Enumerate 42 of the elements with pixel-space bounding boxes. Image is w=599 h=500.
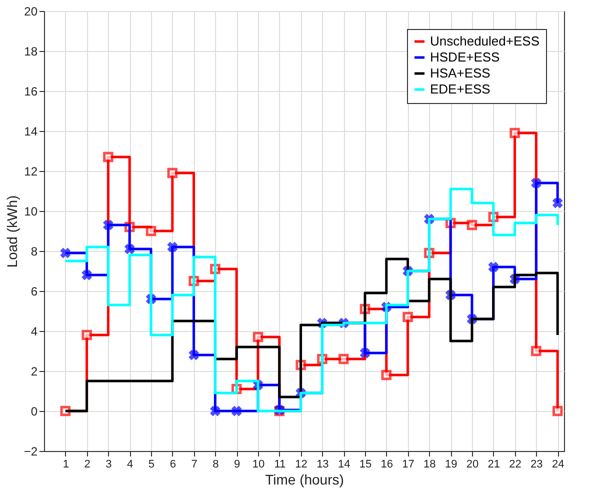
- y-tick-label: 8: [30, 244, 38, 258]
- x-tick-label: 19: [444, 458, 458, 470]
- x-tick-label: 8: [212, 458, 219, 470]
- x-tick-label: 11: [274, 458, 286, 470]
- y-tick-label: 20: [24, 4, 38, 18]
- x-tick-label: 21: [488, 458, 500, 470]
- x-tick-label: 23: [530, 458, 543, 470]
- x-tick-label: 5: [148, 458, 155, 470]
- x-tick-label: 22: [509, 458, 522, 470]
- y-tick-label: 2: [30, 364, 38, 378]
- legend-label: HSDE+ESS: [430, 50, 500, 64]
- y-tick-label: 12: [24, 164, 38, 178]
- y-tick-label: 4: [30, 324, 38, 338]
- x-tick-label: 17: [402, 458, 414, 470]
- x-tick-label: 24: [552, 458, 564, 470]
- x-tick-label: 14: [338, 458, 350, 470]
- y-tick-label: 16: [24, 84, 38, 98]
- x-tick-label: 6: [170, 458, 176, 470]
- x-tick-label: 3: [106, 458, 112, 470]
- y-tick-label: 10: [24, 204, 38, 218]
- x-tick-label: 20: [466, 458, 479, 470]
- y-axis-title: Load (kWh): [4, 195, 20, 268]
- x-tick-label: 15: [359, 458, 372, 470]
- x-axis-title: Time (hours): [265, 472, 344, 488]
- x-tick-label: 13: [316, 458, 329, 470]
- x-tick-label: 10: [252, 458, 265, 470]
- x-tick-label: 9: [234, 458, 240, 470]
- x-tick-label: 7: [191, 458, 198, 470]
- x-tick-label: 12: [295, 458, 308, 470]
- legend-label: HSA+ESS: [430, 66, 491, 80]
- y-tick-label: 18: [24, 44, 38, 58]
- y-tick-label: 6: [30, 284, 38, 298]
- y-tick-label: −2: [24, 444, 38, 458]
- x-tick-label: 4: [127, 458, 134, 470]
- y-tick-label: 14: [24, 124, 38, 138]
- legend-label: Unscheduled+ESS: [430, 34, 540, 48]
- x-tick-label: 1: [62, 458, 69, 470]
- x-tick-label: 18: [424, 458, 436, 470]
- legend-label: EDE+ESS: [430, 82, 491, 96]
- x-tick-label: 2: [84, 458, 90, 470]
- y-tick-label: 0: [30, 404, 38, 418]
- x-tick-label: 16: [380, 458, 394, 470]
